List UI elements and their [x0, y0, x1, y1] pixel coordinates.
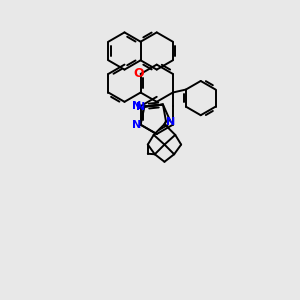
Text: N: N — [132, 101, 142, 111]
Text: N: N — [166, 117, 175, 127]
Text: N: N — [132, 120, 142, 130]
Text: O: O — [133, 68, 143, 80]
Text: N: N — [136, 101, 146, 112]
